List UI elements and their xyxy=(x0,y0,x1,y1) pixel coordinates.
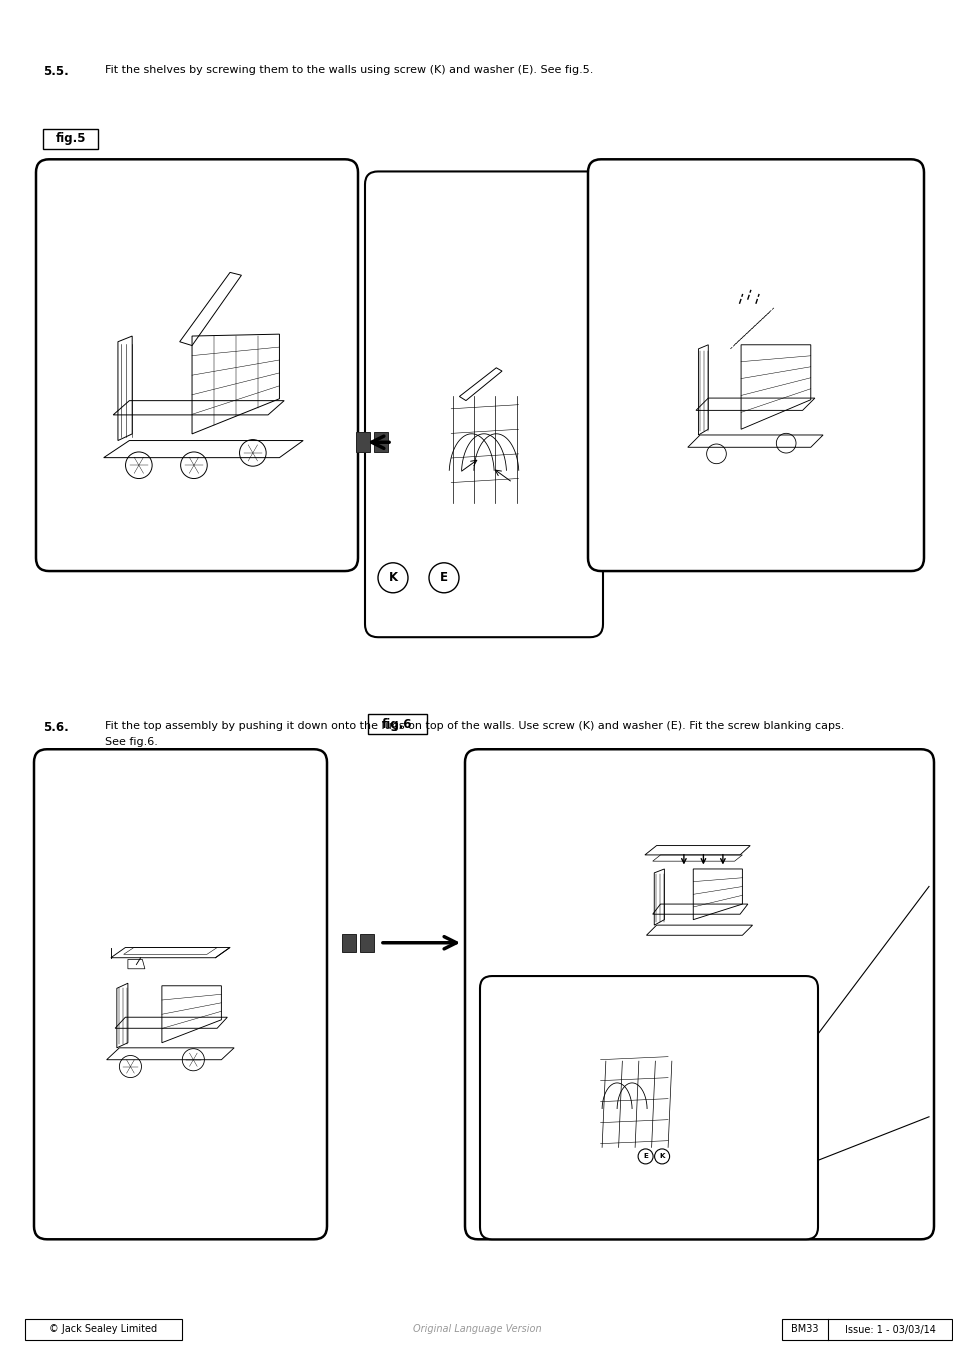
Bar xyxy=(341,934,355,952)
Text: fig.5: fig.5 xyxy=(55,132,86,144)
Bar xyxy=(43,128,98,148)
FancyBboxPatch shape xyxy=(34,749,327,1239)
Text: 5.6.: 5.6. xyxy=(43,721,69,734)
Text: Fit the shelves by screwing them to the walls using screw (K) and washer (E). Se: Fit the shelves by screwing them to the … xyxy=(105,65,593,74)
Text: Original Language Version: Original Language Version xyxy=(413,1324,540,1335)
FancyBboxPatch shape xyxy=(587,159,923,571)
Bar xyxy=(355,432,370,452)
Text: © Jack Sealey Limited: © Jack Sealey Limited xyxy=(50,1324,157,1335)
Text: BM33: BM33 xyxy=(790,1324,818,1335)
Text: See fig.6.: See fig.6. xyxy=(105,737,157,747)
Bar xyxy=(368,714,427,734)
FancyBboxPatch shape xyxy=(464,749,933,1239)
FancyBboxPatch shape xyxy=(365,171,602,637)
FancyBboxPatch shape xyxy=(479,976,817,1239)
Text: E: E xyxy=(439,571,448,585)
Text: fig.6: fig.6 xyxy=(382,718,413,730)
Text: K: K xyxy=(388,571,397,585)
Bar xyxy=(359,934,374,952)
Bar xyxy=(374,432,388,452)
FancyBboxPatch shape xyxy=(36,159,357,571)
Bar xyxy=(25,1319,182,1341)
Bar xyxy=(781,1319,951,1341)
Text: 5.5.: 5.5. xyxy=(43,65,69,78)
Text: Issue: 1 - 03/03/14: Issue: 1 - 03/03/14 xyxy=(843,1324,935,1335)
Text: Fit the top assembly by pushing it down onto the lugs on top of the walls. Use s: Fit the top assembly by pushing it down … xyxy=(105,721,843,730)
Text: E: E xyxy=(642,1153,647,1160)
Text: K: K xyxy=(659,1153,664,1160)
